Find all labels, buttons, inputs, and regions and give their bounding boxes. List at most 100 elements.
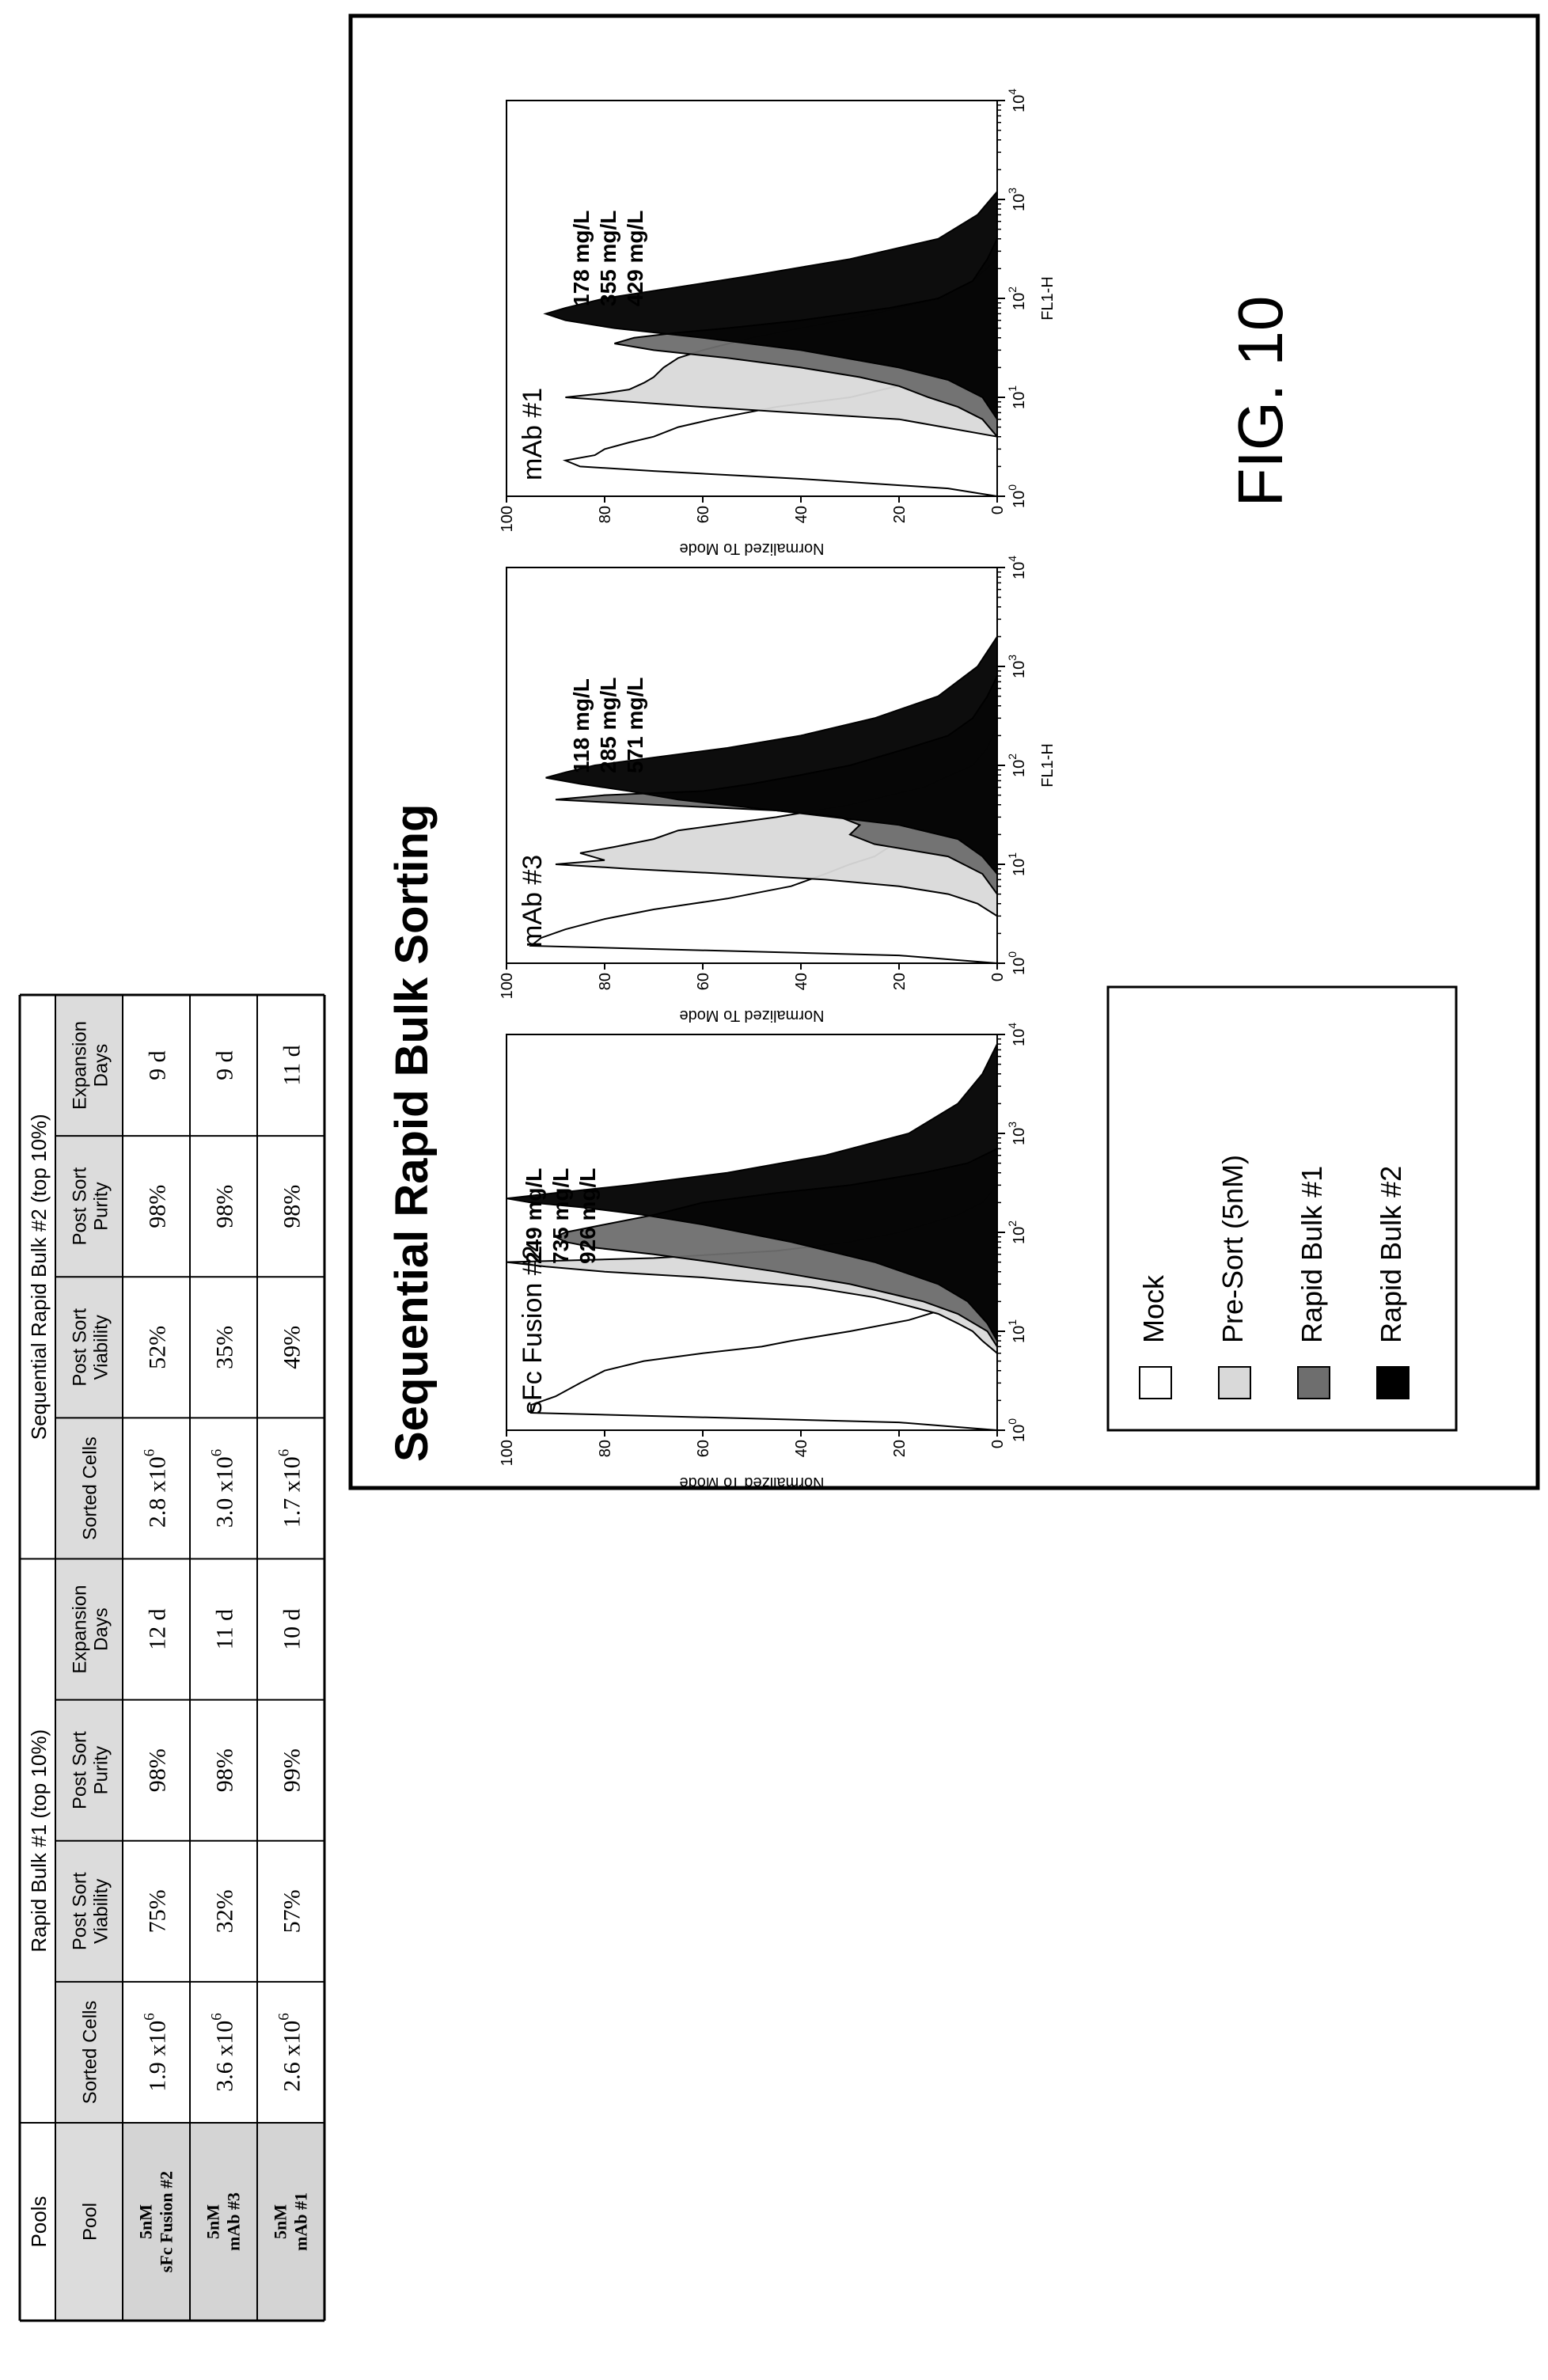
table-sorted-cells: 2.6 x106 bbox=[276, 2013, 305, 2092]
table-sorted-cells: 1.7 x106 bbox=[276, 1449, 305, 1528]
yield-annotation: 926 mg/L bbox=[575, 1168, 600, 1264]
table-purity: 98% bbox=[145, 1748, 171, 1792]
table-sorted-cells: 3.6 x106 bbox=[209, 2013, 238, 2092]
table-expansion-days: 9 d bbox=[145, 1050, 171, 1080]
yield-annotation: 355 mg/L bbox=[596, 211, 620, 306]
table-sorted-cells: 3.0 x106 bbox=[209, 1449, 238, 1528]
y-tick-label: 20 bbox=[891, 1440, 909, 1457]
y-tick-label: 80 bbox=[597, 973, 614, 990]
y-axis-label: Normalized To Mode bbox=[679, 540, 824, 557]
panel-title: Sequential Rapid Bulk Sorting bbox=[386, 804, 438, 1462]
y-axis-label: Normalized To Mode bbox=[679, 1007, 824, 1024]
panel-border bbox=[348, 13, 1540, 1490]
legend-swatch bbox=[1297, 1366, 1330, 1399]
table-purity: 98% bbox=[212, 1185, 238, 1228]
table-header-cell-bg bbox=[55, 1558, 123, 1700]
x-tick-label: 104 bbox=[1006, 556, 1028, 579]
y-tick-label: 80 bbox=[597, 506, 614, 523]
table-header-cell-bg bbox=[55, 995, 123, 1137]
legend-label: Rapid Bulk #1 bbox=[1296, 1166, 1328, 1343]
x-axis-label: FL1-H bbox=[1039, 276, 1057, 321]
yield-annotation: 249 mg/L bbox=[522, 1168, 546, 1264]
histogram-series-area bbox=[506, 1043, 998, 1344]
table-viability: 75% bbox=[145, 1889, 171, 1933]
table-purity: 98% bbox=[212, 1748, 238, 1792]
table-viability: 49% bbox=[279, 1326, 305, 1369]
table-header-cell-bg bbox=[55, 1418, 123, 1559]
table-column-header: Sorted Cells bbox=[80, 1437, 101, 1540]
yield-annotation: 118 mg/L bbox=[569, 678, 594, 773]
table-header-cell-bg bbox=[55, 1840, 123, 1982]
legend-label: Rapid Bulk #2 bbox=[1375, 1166, 1407, 1343]
x-tick-label: 100 bbox=[1006, 1418, 1028, 1442]
x-tick-label: 103 bbox=[1006, 655, 1028, 678]
table-purity: 98% bbox=[279, 1185, 305, 1228]
x-axis-label: FL1-H bbox=[1039, 743, 1057, 788]
y-tick-label: 0 bbox=[989, 1440, 1007, 1448]
histogram-chart: 0 20 40 60 80 100 100 101 102 103 104 Normalized To… bbox=[499, 89, 1057, 557]
y-tick-label: 60 bbox=[695, 1440, 712, 1457]
y-axis-label: Normalized To Mode bbox=[679, 1474, 824, 1491]
table-expansion-days: 9 d bbox=[212, 1050, 238, 1080]
sorting-panel: Sequential Rapid Bulk Sorting bbox=[348, 13, 1540, 1490]
table-expansion-days: 11 d bbox=[279, 1045, 305, 1085]
legend-box bbox=[1106, 985, 1458, 1432]
table-column-header: Post SortPurity bbox=[70, 1167, 112, 1246]
x-tick-label: 104 bbox=[1006, 89, 1028, 112]
table-viability: 57% bbox=[279, 1889, 305, 1933]
x-tick-label: 101 bbox=[1006, 1319, 1028, 1343]
table-pool-name: 5nMsFc Fusion #2 bbox=[136, 2171, 176, 2272]
y-tick-label: 60 bbox=[695, 506, 712, 523]
summary-table: Pools Rapid Bulk #1 (top 10%) Sequential R… bbox=[18, 993, 326, 2322]
legend: Mock Pre-Sort (5nM) Rapid Bulk #1 Rapid Bul… bbox=[1106, 985, 1458, 1432]
table-column-header: Post SortViability bbox=[70, 1872, 112, 1950]
legend-swatch bbox=[1376, 1366, 1410, 1399]
table-group-header: Sequential Rapid Bulk #2 (top 10%) bbox=[27, 1114, 51, 1440]
table-expansion-days: 11 d bbox=[212, 1609, 238, 1649]
y-tick-label: 20 bbox=[891, 973, 909, 990]
table-group-header: Pools bbox=[27, 2196, 51, 2247]
histogram-chart: 0 20 40 60 80 100 100 101 102 103 104 Normalized To… bbox=[499, 1023, 1028, 1491]
chart-title: mAb #3 bbox=[518, 855, 548, 947]
table-header-cell-bg bbox=[55, 1699, 123, 1841]
yield-annotation: 429 mg/L bbox=[623, 211, 647, 306]
x-tick-label: 102 bbox=[1006, 753, 1028, 777]
x-tick-label: 100 bbox=[1006, 951, 1028, 975]
x-tick-label: 103 bbox=[1006, 1122, 1028, 1145]
table-expansion-days: 12 d bbox=[145, 1608, 171, 1650]
y-tick-label: 40 bbox=[793, 506, 810, 523]
table-purity: 98% bbox=[145, 1185, 171, 1228]
x-tick-label: 104 bbox=[1006, 1023, 1028, 1046]
yield-annotation: 735 mg/L bbox=[548, 1168, 573, 1264]
x-tick-label: 101 bbox=[1006, 852, 1028, 876]
y-tick-label: 20 bbox=[891, 506, 909, 523]
histogram-chart: 0 20 40 60 80 100 100 101 102 103 104 Normalized To… bbox=[499, 556, 1057, 1024]
table-purity: 99% bbox=[279, 1748, 305, 1792]
x-tick-label: 101 bbox=[1006, 385, 1028, 409]
y-tick-label: 60 bbox=[695, 973, 712, 990]
table-viability: 35% bbox=[212, 1326, 238, 1369]
histogram-series-area bbox=[543, 189, 998, 422]
table-pool-cell-bg bbox=[123, 2123, 190, 2321]
table-group-header: Rapid Bulk #1 (top 10%) bbox=[27, 1729, 51, 1953]
legend-label: Pre-Sort (5nM) bbox=[1216, 1155, 1249, 1343]
legend-swatch bbox=[1139, 1366, 1172, 1399]
table-pool-name: 5nMmAb #3 bbox=[203, 2192, 244, 2251]
table-column-header: ExpansionDays bbox=[70, 1585, 112, 1674]
x-tick-label: 100 bbox=[1006, 484, 1028, 508]
table-header-cell-bg bbox=[55, 1277, 123, 1418]
y-tick-label: 100 bbox=[499, 506, 516, 532]
legend-swatch bbox=[1218, 1366, 1251, 1399]
y-tick-label: 40 bbox=[793, 1440, 810, 1457]
yield-annotation: 571 mg/L bbox=[623, 678, 647, 773]
y-tick-label: 0 bbox=[989, 973, 1007, 981]
table-sorted-cells: 2.8 x106 bbox=[142, 1449, 171, 1528]
histogram-series-area bbox=[545, 634, 998, 876]
legend-label: Mock bbox=[1137, 1274, 1170, 1343]
x-tick-label: 102 bbox=[1006, 287, 1028, 310]
table-pool-cell-bg bbox=[257, 2123, 324, 2321]
table-pool-cell-bg bbox=[190, 2123, 257, 2321]
table-pool-name: 5nMmAb #1 bbox=[271, 2192, 311, 2251]
